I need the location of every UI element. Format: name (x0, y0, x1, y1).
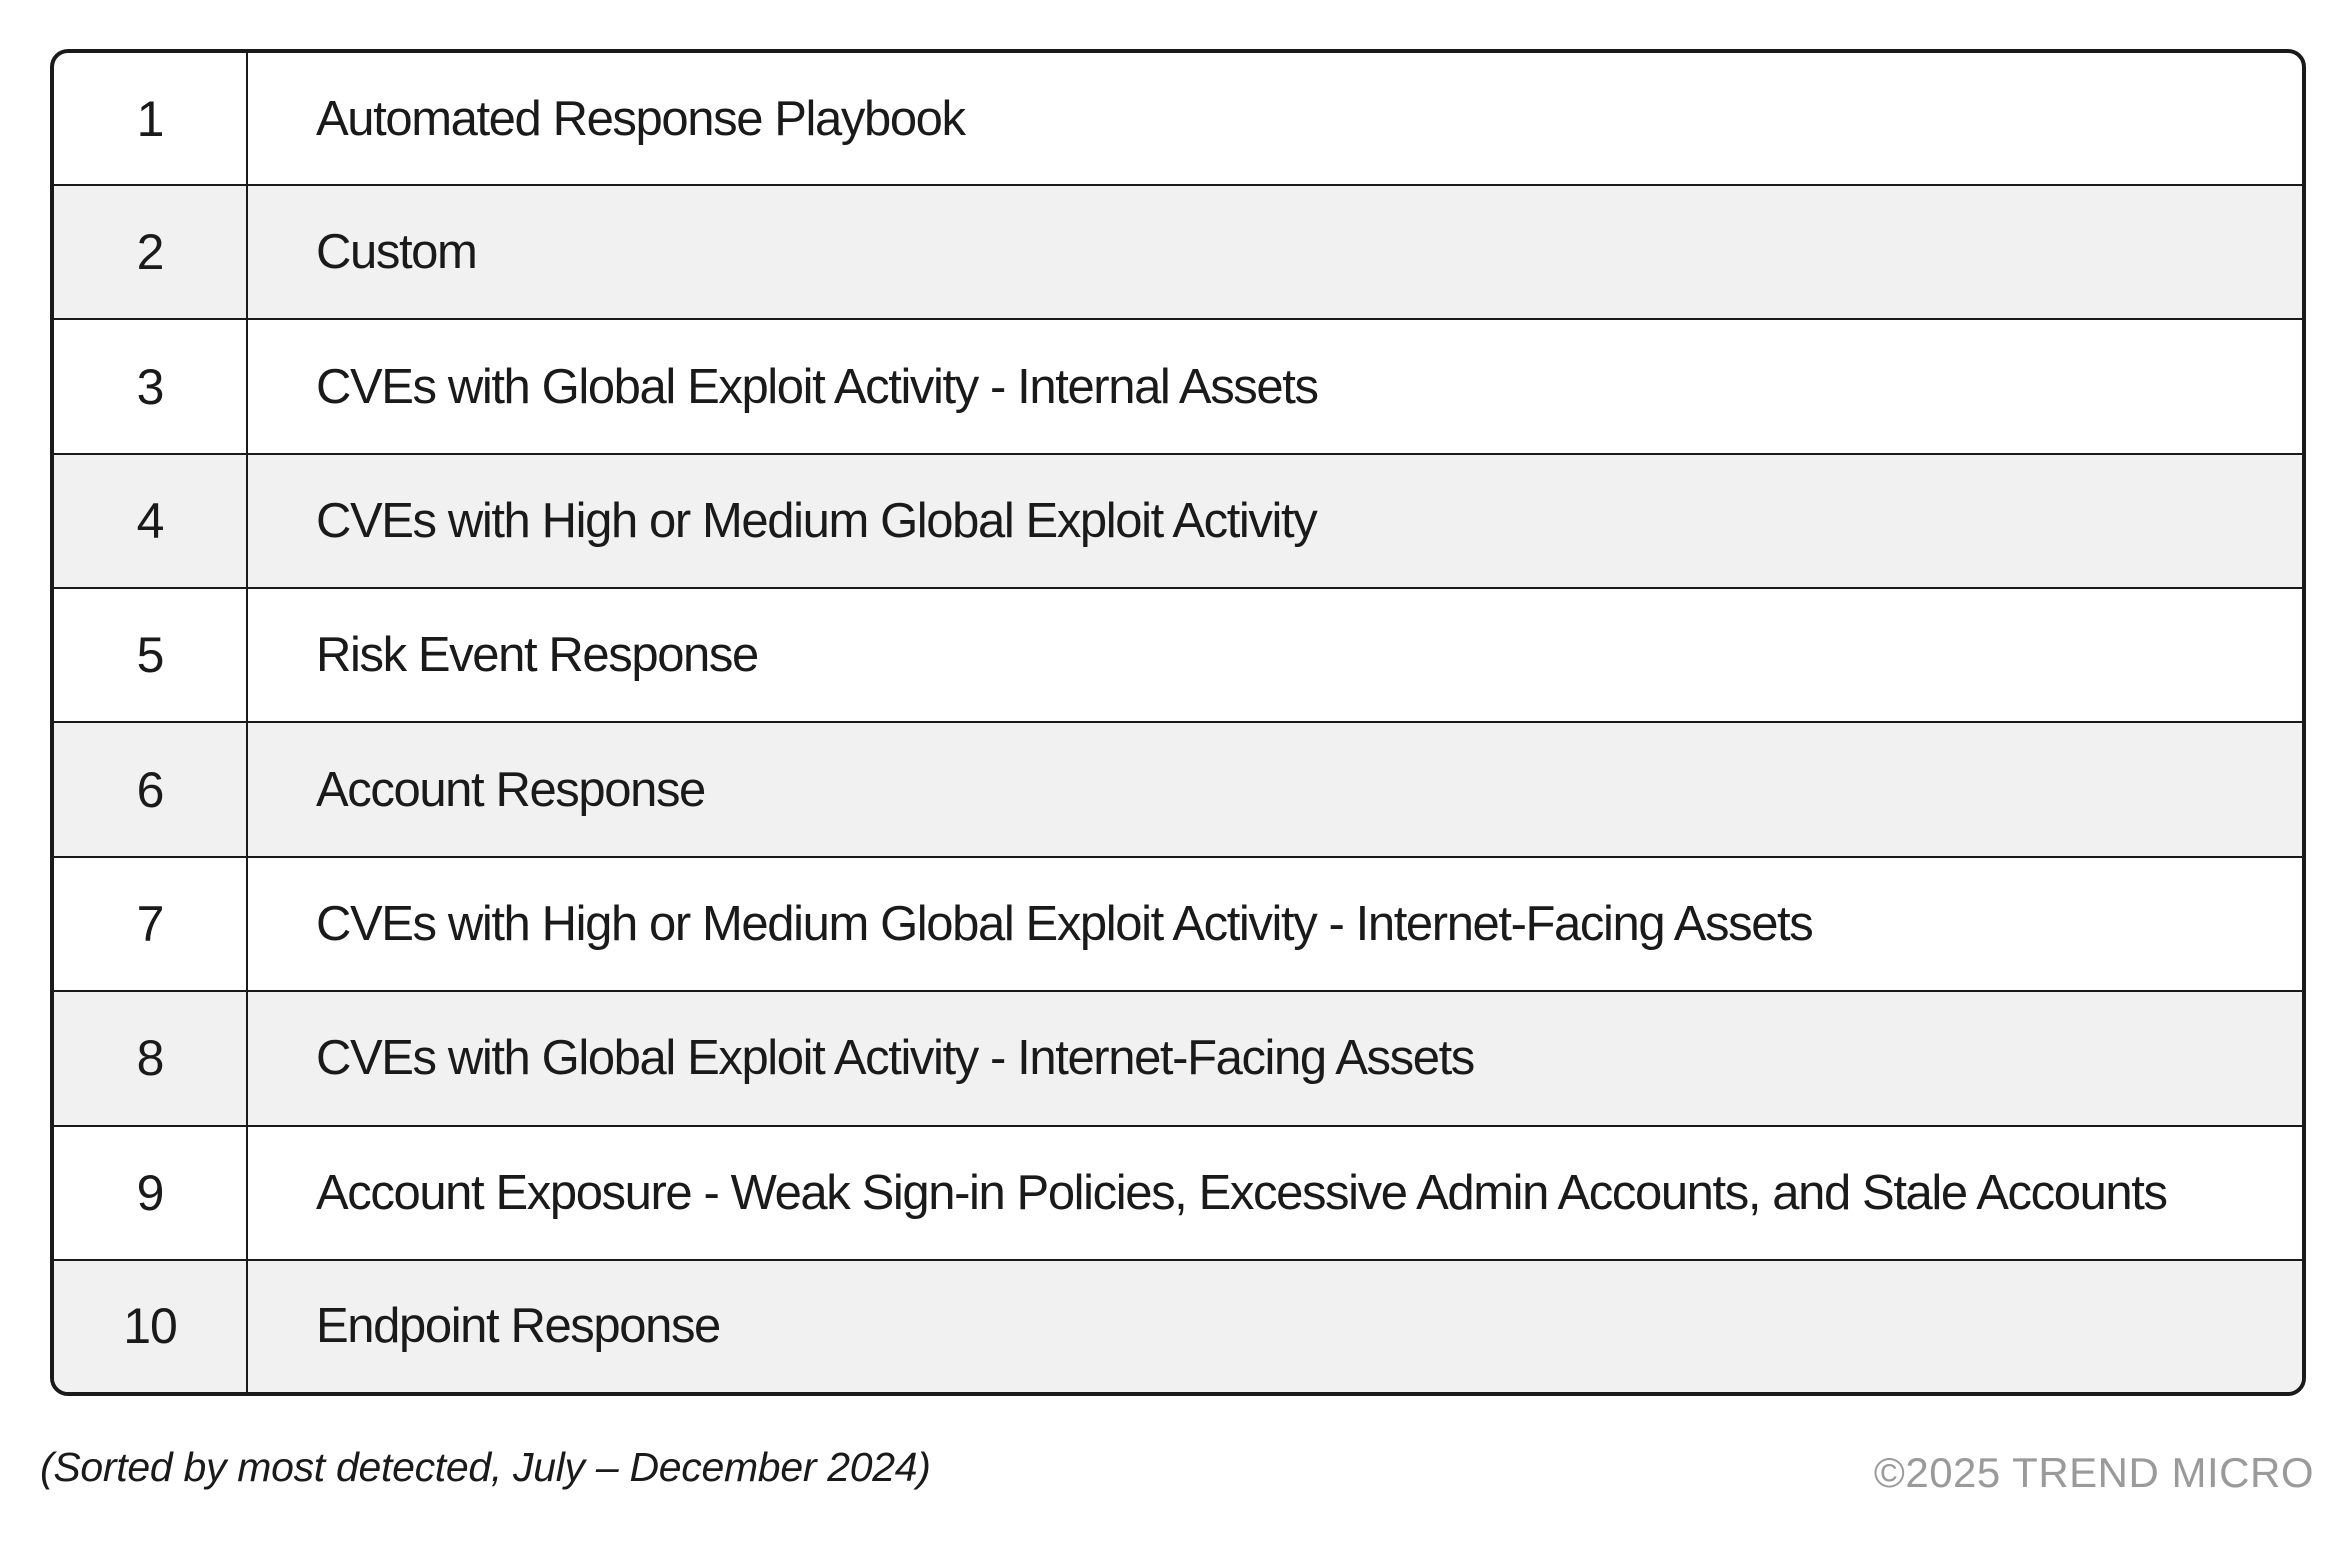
table-row: 1 Automated Response Playbook (54, 53, 2302, 186)
copyright-notice: ©2025 TREND MICRO (1873, 1449, 2314, 1496)
rank-cell: 5 (54, 588, 248, 723)
table-row: 7 CVEs with High or Medium Global Exploi… (54, 856, 2302, 992)
name-cell: Custom (316, 225, 478, 280)
ranking-table: 1 Automated Response Playbook 2 Custom 3… (54, 53, 2302, 1392)
name-cell: Automated Response Playbook (316, 91, 966, 146)
rank-cell: 9 (54, 1125, 248, 1260)
rank-cell: 10 (54, 1259, 248, 1392)
table-row: 2 Custom (54, 185, 2302, 320)
table-row: 5 Risk Event Response (54, 588, 2302, 723)
name-cell: Account Exposure - Weak Sign-in Policies… (316, 1165, 2168, 1220)
table-row: 10 Endpoint Response (54, 1259, 2302, 1392)
name-cell: Account Response (316, 762, 706, 817)
name-cell: CVEs with High or Medium Global Exploit … (316, 493, 1318, 548)
table-row: 6 Account Response (54, 722, 2302, 857)
name-cell: CVEs with High or Medium Global Exploit … (316, 896, 1814, 951)
rank-cell: 6 (54, 722, 248, 857)
name-cell: Risk Event Response (316, 628, 759, 683)
table-row: 9 Account Exposure - Weak Sign-in Polici… (54, 1125, 2302, 1260)
rank-cell: 2 (54, 185, 248, 320)
rank-cell: 4 (54, 453, 248, 589)
table-caption: (Sorted by most detected, July – Decembe… (40, 1444, 931, 1490)
table-row: 4 CVEs with High or Medium Global Exploi… (54, 453, 2302, 589)
table-row: 3 CVEs with Global Exploit Activity - In… (54, 319, 2302, 454)
name-cell: Endpoint Response (316, 1299, 721, 1354)
name-cell: CVEs with Global Exploit Activity - Inte… (316, 359, 1319, 414)
rank-cell: 1 (54, 53, 248, 186)
rank-cell: 7 (54, 856, 248, 992)
rank-cell: 3 (54, 319, 248, 454)
rank-cell: 8 (54, 991, 248, 1126)
table-row: 8 CVEs with Global Exploit Activity - In… (54, 991, 2302, 1126)
ranking-table-frame: 1 Automated Response Playbook 2 Custom 3… (50, 49, 2306, 1396)
name-cell: CVEs with Global Exploit Activity - Inte… (316, 1031, 1475, 1086)
